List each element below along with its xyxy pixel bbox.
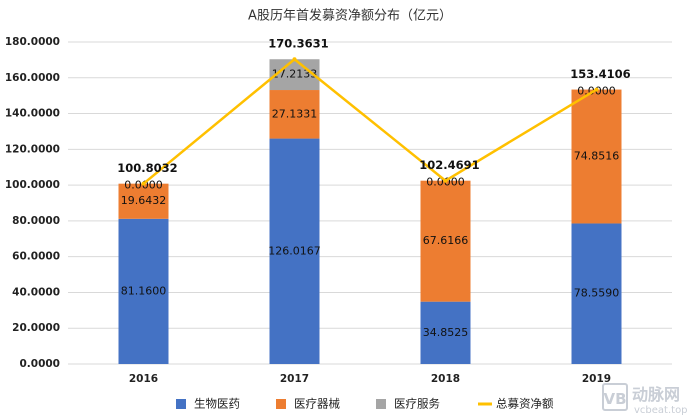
watermark-text: 动脉网	[632, 385, 680, 404]
bar-data-label: 17.2133	[272, 68, 318, 81]
total-point	[141, 181, 146, 186]
y-tick-label: 160.0000	[5, 72, 60, 84]
legend-label: 医疗服务	[394, 397, 440, 411]
y-tick-label: 120.0000	[5, 143, 60, 155]
y-tick-label: 60.0000	[12, 251, 60, 263]
x-tick-label: 2019	[582, 373, 611, 385]
legend-label: 总募资净额	[496, 397, 554, 411]
y-tick-label: 80.0000	[12, 215, 60, 227]
svg-text:VB: VB	[603, 390, 626, 408]
x-tick-label: 2017	[280, 373, 309, 385]
bar-segment	[118, 218, 169, 364]
total-point	[443, 178, 448, 183]
legend-swatch	[176, 399, 186, 409]
legend-label: 生物医药	[194, 397, 240, 411]
total-data-label: 102.4691	[419, 158, 479, 172]
y-tick-label: 40.0000	[12, 286, 60, 298]
y-tick-label: 140.0000	[5, 108, 60, 120]
bar-segment	[269, 59, 320, 91]
bar-data-label: 67.6166	[423, 234, 469, 247]
y-tick-label: 180.0000	[5, 36, 60, 48]
legend-swatch	[376, 399, 386, 409]
bar-segment	[571, 223, 622, 364]
bar-data-label: 81.1600	[121, 284, 167, 297]
chart-title: A股历年首发募资净额分布（亿元）	[248, 8, 452, 24]
bar-data-label: 78.5590	[574, 287, 620, 300]
legend-label: 医疗器械	[294, 397, 340, 411]
bar-segment	[420, 180, 471, 302]
total-point	[292, 57, 297, 62]
bar-data-label: 74.8516	[574, 150, 620, 163]
bar-data-label: 19.6432	[121, 194, 167, 207]
x-tick-label: 2016	[129, 373, 158, 385]
y-tick-label: 0.0000	[19, 358, 60, 370]
bar-segment	[420, 301, 471, 364]
bar-segment	[269, 138, 320, 364]
total-line	[142, 57, 598, 185]
y-tick-label: 100.0000	[5, 179, 60, 191]
bar-data-label: 27.1331	[272, 107, 318, 120]
total-data-label: 153.4106	[570, 67, 630, 81]
bar-segment	[118, 183, 169, 219]
total-data-label: 100.8032	[117, 161, 177, 175]
bar-data-label: 34.8525	[423, 326, 469, 339]
bar-segment	[269, 90, 320, 139]
bar-segment	[571, 89, 622, 224]
x-tick-label: 2018	[431, 373, 460, 385]
legend-swatch	[276, 399, 286, 409]
watermark-subtext: vcbeat.top	[634, 405, 688, 416]
total-data-label: 170.3631	[268, 37, 328, 51]
y-tick-label: 20.0000	[12, 322, 60, 334]
bar-data-label: 126.0167	[268, 244, 321, 257]
watermark-logo: VB 动脉网 vcbeat.top	[602, 383, 688, 416]
total-point	[594, 87, 599, 92]
